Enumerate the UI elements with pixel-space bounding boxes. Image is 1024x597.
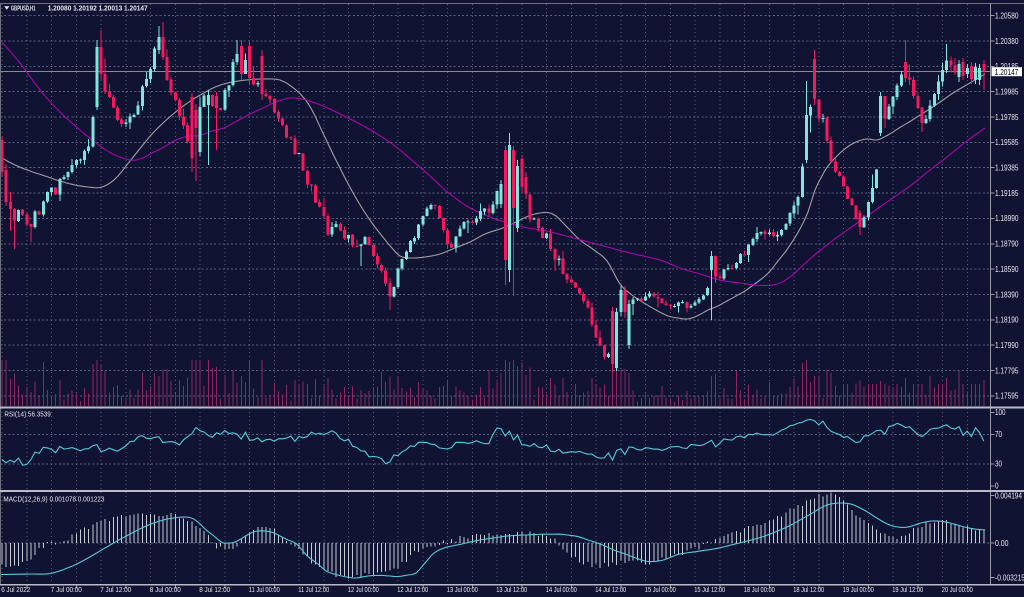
svg-text:GBPUSD,H1: GBPUSD,H1 xyxy=(11,3,36,12)
svg-text:MACD(12,26,9) 0.001078 0.00122: MACD(12,26,9) 0.001078 0.001223 xyxy=(3,495,104,504)
svg-text:11 Jul 00:00: 11 Jul 00:00 xyxy=(249,585,280,594)
svg-text:1.20147: 1.20147 xyxy=(995,68,1019,77)
svg-text:19 Jul 12:00: 19 Jul 12:00 xyxy=(892,585,923,594)
svg-text:0.00: 0.00 xyxy=(995,539,1009,548)
svg-text:11 Jul 12:00: 11 Jul 12:00 xyxy=(298,585,329,594)
svg-text:1.18990: 1.18990 xyxy=(995,214,1019,223)
svg-text:1.20185: 1.20185 xyxy=(995,62,1019,71)
svg-text:15 Jul 12:00: 15 Jul 12:00 xyxy=(694,585,725,594)
svg-text:18 Jul 12:00: 18 Jul 12:00 xyxy=(793,585,824,594)
svg-text:1.20380: 1.20380 xyxy=(995,37,1019,46)
svg-text:-0.003215: -0.003215 xyxy=(995,573,1024,582)
svg-text:1.20580: 1.20580 xyxy=(995,11,1019,20)
svg-text:6 Jul 2022: 6 Jul 2022 xyxy=(1,585,30,594)
svg-text:1.18790: 1.18790 xyxy=(995,240,1019,249)
svg-text:1.17795: 1.17795 xyxy=(995,366,1019,375)
svg-text:1.17595: 1.17595 xyxy=(995,392,1019,401)
svg-text:70: 70 xyxy=(995,430,1002,439)
svg-text:1.19385: 1.19385 xyxy=(995,164,1019,173)
svg-text:0.004194: 0.004194 xyxy=(995,491,1022,500)
svg-text:12 Jul 12:00: 12 Jul 12:00 xyxy=(397,585,428,594)
svg-text:0: 0 xyxy=(995,482,999,491)
svg-text:1.19585: 1.19585 xyxy=(995,138,1019,147)
svg-text:20 Jul 00:00: 20 Jul 00:00 xyxy=(942,585,973,594)
svg-text:7 Jul 00:00: 7 Jul 00:00 xyxy=(51,585,82,594)
svg-text:100: 100 xyxy=(995,408,1006,417)
svg-text:7 Jul 12:00: 7 Jul 12:00 xyxy=(100,585,131,594)
svg-text:8 Jul 12:00: 8 Jul 12:00 xyxy=(199,585,230,594)
svg-text:15 Jul 00:00: 15 Jul 00:00 xyxy=(645,585,676,594)
svg-text:1.19785: 1.19785 xyxy=(995,113,1019,122)
svg-text:1.20080 1.20192 1.20013 1.2014: 1.20080 1.20192 1.20013 1.20147 xyxy=(48,3,148,12)
svg-text:19 Jul 00:00: 19 Jul 00:00 xyxy=(843,585,874,594)
svg-text:1.19185: 1.19185 xyxy=(995,189,1019,198)
svg-text:13 Jul 12:00: 13 Jul 12:00 xyxy=(496,585,527,594)
svg-text:1.17990: 1.17990 xyxy=(995,341,1019,350)
svg-text:30: 30 xyxy=(995,460,1002,469)
svg-text:1.18590: 1.18590 xyxy=(995,265,1019,274)
svg-text:1.18190: 1.18190 xyxy=(995,316,1019,325)
svg-text:1.19985: 1.19985 xyxy=(995,88,1019,97)
svg-text:12 Jul 00:00: 12 Jul 00:00 xyxy=(348,585,379,594)
svg-text:14 Jul 12:00: 14 Jul 12:00 xyxy=(595,585,626,594)
svg-text:RSI(14) 56.3539: RSI(14) 56.3539 xyxy=(4,410,50,419)
svg-text:18 Jul 00:00: 18 Jul 00:00 xyxy=(744,585,775,594)
svg-text:14 Jul 00:00: 14 Jul 00:00 xyxy=(546,585,577,594)
svg-text:8 Jul 00:00: 8 Jul 00:00 xyxy=(150,585,181,594)
svg-text:13 Jul 00:00: 13 Jul 00:00 xyxy=(447,585,478,594)
svg-text:1.18390: 1.18390 xyxy=(995,290,1019,299)
